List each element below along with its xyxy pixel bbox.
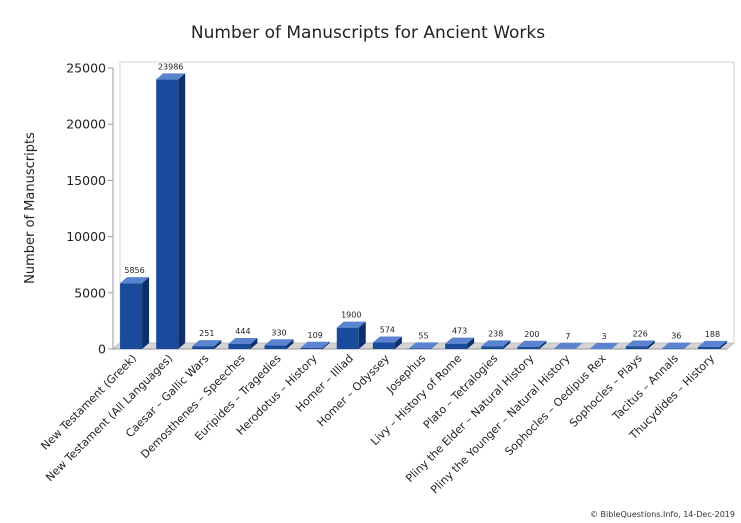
bar-top [445, 337, 475, 344]
data-label: 3 [602, 332, 607, 341]
bar-top [409, 342, 438, 349]
bar-side [503, 340, 511, 349]
bar-side [286, 339, 294, 349]
bar-top [264, 339, 294, 346]
bar-top [661, 342, 691, 349]
y-tick-label: 5000 [74, 285, 106, 300]
bar-side [431, 342, 438, 349]
y-tick-label: 0 [98, 342, 106, 357]
bar-top [517, 340, 547, 347]
bar [409, 348, 431, 349]
data-label: 238 [488, 329, 503, 338]
bar-top [697, 340, 727, 347]
bar [156, 79, 179, 349]
bar-side [394, 336, 402, 349]
bar [228, 344, 251, 349]
data-label: 5856 [124, 266, 144, 275]
axis-corner [112, 342, 121, 350]
bar [445, 343, 468, 349]
bar-side [647, 340, 655, 349]
bar-side [719, 340, 727, 349]
bar [264, 345, 287, 349]
data-label: 574 [380, 326, 395, 335]
data-label: 200 [524, 330, 539, 339]
bar [120, 283, 143, 349]
chart-title: Number of Manuscripts for Ancient Works [191, 23, 545, 43]
bar [336, 327, 359, 349]
bar-side [683, 342, 691, 349]
bar-side [214, 340, 222, 349]
bar-top [625, 340, 655, 347]
bar [192, 346, 215, 349]
bar-top [192, 340, 222, 347]
data-label: 7 [565, 332, 570, 341]
data-label: 36 [671, 332, 681, 341]
y-axis-label: Number of Manuscripts [23, 132, 38, 284]
bar-side [142, 277, 150, 349]
bar [372, 342, 395, 349]
x-tick-label: Tacitus – Annals [609, 352, 681, 424]
data-label: 444 [235, 327, 250, 336]
bar [300, 347, 323, 349]
y-tick-label: 25000 [66, 61, 106, 76]
x-tick-label: Pliny the Elder – Natural History [403, 352, 536, 485]
bar [517, 346, 540, 349]
bar-top [228, 338, 258, 345]
bar [625, 346, 648, 349]
bar-side [539, 340, 547, 349]
bar-top [481, 340, 511, 347]
data-label: 188 [705, 330, 720, 339]
bar [481, 346, 504, 349]
bar-top [156, 73, 186, 80]
bar-top [300, 341, 330, 348]
bar-top [553, 342, 583, 349]
data-label: 109 [308, 331, 323, 340]
data-label: 226 [633, 329, 648, 338]
data-label: 251 [199, 329, 214, 338]
data-label: 55 [418, 331, 428, 340]
bar-top [372, 336, 402, 343]
bar-side [575, 342, 583, 349]
bar-side [250, 338, 258, 349]
copyright-credit: © BibleQuestions.Info, 14-Dec-2019 [590, 510, 735, 519]
back-wall [119, 61, 735, 344]
bar [697, 346, 720, 349]
data-label: 473 [452, 327, 467, 336]
y-tick-label: 15000 [66, 173, 106, 188]
bar-top [589, 342, 619, 349]
bar-side [467, 337, 475, 349]
bar-top [336, 321, 366, 328]
data-label: 330 [271, 328, 286, 337]
bar-side [358, 321, 366, 349]
data-label: 23986 [158, 62, 183, 71]
y-tick-label: 20000 [66, 117, 106, 132]
bar-top [120, 277, 150, 284]
bar-side [322, 341, 330, 349]
data-label: 1900 [341, 311, 361, 320]
bar-side [178, 73, 186, 349]
y-tick-label: 10000 [66, 229, 106, 244]
bar-side [611, 342, 619, 349]
